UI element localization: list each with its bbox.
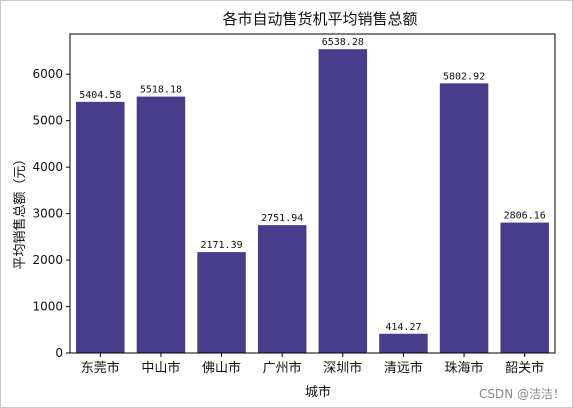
bar [318,49,368,354]
y-tick-label: 6000 [32,67,63,81]
data-label: 2806.16 [504,211,546,222]
data-label: 414.27 [385,322,421,333]
x-tick-label: 清远市 [384,360,423,376]
data-label: 5518.18 [140,85,182,96]
x-tick-label: 东莞市 [81,360,120,376]
x-tick-label: 深圳市 [323,360,362,376]
y-tick-label: 0 [55,346,63,360]
x-axis-label: 城市 [305,384,331,400]
y-tick-label: 2000 [32,253,63,267]
y-tick-label: 1000 [32,300,63,314]
plot-area: 5404.58 东莞市 5518.18 中山市 2171.39 佛山市 2751.94 广州市… [32,33,556,376]
y-tick-label: 3000 [32,207,63,221]
y-tick-label: 5000 [32,114,63,128]
bar [257,225,307,353]
bar [136,96,186,353]
x-tick-label: 韶关市 [505,360,544,376]
axes-frame [69,33,556,354]
bar [379,333,428,353]
data-label: 6538.28 [322,37,364,48]
bar [76,101,125,353]
data-label: 2751.94 [261,213,303,224]
bar [197,252,246,353]
y-tick-label: 4000 [32,160,63,174]
x-tick-label: 佛山市 [202,360,241,376]
data-label: 5404.58 [79,90,121,101]
bar [439,83,489,353]
chart-title: 各市自动售货机平均销售总额 [222,10,417,28]
bar [500,222,549,353]
data-label: 5802.92 [443,71,485,82]
x-tick-label: 珠海市 [445,360,484,376]
watermark: CSDN @洁洁！ [478,387,565,401]
y-axis-label: 平均销售总额（元） [12,152,28,269]
data-label: 2171.39 [200,240,242,251]
x-tick-label: 广州市 [263,360,302,376]
x-tick-label: 中山市 [141,360,180,376]
